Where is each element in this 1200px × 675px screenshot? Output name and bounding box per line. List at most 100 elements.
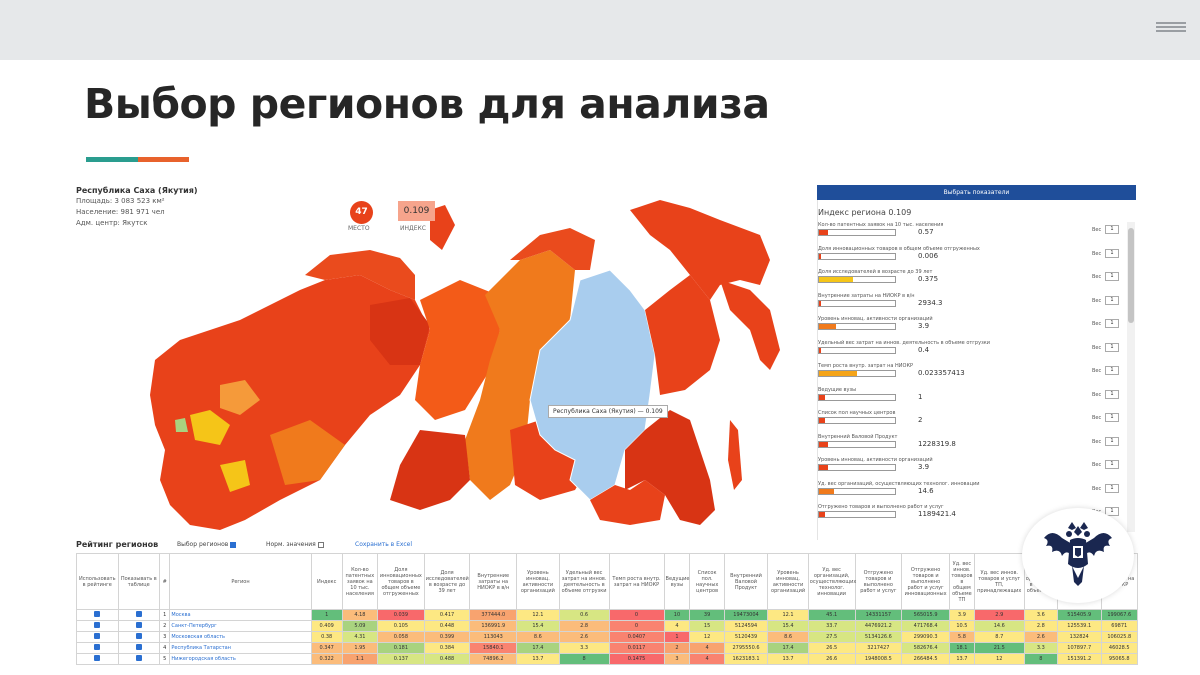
- checkbox-checked[interactable]: [135, 644, 142, 650]
- checkbox-checked[interactable]: [94, 644, 101, 650]
- map-taimyr[interactable]: [510, 228, 595, 270]
- weight-input[interactable]: 1: [1105, 413, 1119, 422]
- column-header[interactable]: Показывать в таблице: [117, 553, 161, 610]
- map-krasnoyarsk[interactable]: [465, 250, 575, 500]
- table-row[interactable]: 5 Нижегородская область 0.322 1.1 0.137 0.488…: [76, 653, 1138, 665]
- weight-input[interactable]: 1: [1105, 319, 1119, 328]
- map-regions[interactable]: [150, 200, 780, 530]
- checkbox-checked[interactable]: [94, 622, 101, 628]
- column-header[interactable]: Уд. вес иннов. товаров и услуг ТП, прина…: [973, 553, 1025, 610]
- select-indicators-button[interactable]: Выбрать показатели: [817, 185, 1136, 200]
- select-regions-option[interactable]: Выбор регионов: [177, 541, 237, 548]
- weight-input[interactable]: 1: [1105, 225, 1119, 234]
- column-header[interactable]: #: [159, 553, 171, 610]
- checkbox-checked[interactable]: [135, 611, 142, 617]
- show-in-table-cell[interactable]: [117, 631, 161, 643]
- checkbox-checked[interactable]: [135, 633, 142, 639]
- column-header[interactable]: Уд. вес организаций, осуществляющих техн…: [807, 553, 856, 610]
- hamburger-icon[interactable]: [1156, 19, 1186, 35]
- region-name-cell[interactable]: Московская область: [169, 631, 312, 643]
- map-far-east-south[interactable]: [625, 410, 715, 525]
- indicator-label: Доля инновационных товаров в общем объем…: [818, 245, 980, 252]
- weight-input[interactable]: 1: [1105, 483, 1119, 493]
- map-kamchatka[interactable]: [720, 280, 780, 370]
- weight-input[interactable]: 1: [1105, 389, 1119, 399]
- checkbox-checked[interactable]: [135, 655, 142, 661]
- table-row[interactable]: 4 Республика Татарстан 0.347 1.95 0.181 0.384…: [76, 642, 1138, 654]
- map-region-yellow-1[interactable]: [190, 410, 230, 445]
- checkbox-checked[interactable]: [94, 655, 101, 661]
- weight-input[interactable]: 1: [1105, 295, 1119, 305]
- map-amur[interactable]: [590, 480, 665, 525]
- checkbox-checked[interactable]: [94, 611, 101, 617]
- use-in-rating-cell[interactable]: [76, 642, 119, 654]
- column-header[interactable]: Внутренние затраты на НИОКР в в/н: [469, 553, 518, 610]
- map-chukotka[interactable]: [630, 200, 770, 300]
- weight-input[interactable]: 1: [1105, 248, 1119, 258]
- panel-scrollbar[interactable]: [1127, 222, 1135, 532]
- column-header[interactable]: Регион: [169, 553, 312, 610]
- map-magadan[interactable]: [645, 275, 720, 395]
- map-region-yellow-2[interactable]: [220, 460, 250, 492]
- norm-values-option[interactable]: Норм. значения: [266, 541, 324, 548]
- norm-values-checkbox[interactable]: [317, 541, 324, 548]
- map-sakhalin[interactable]: [728, 420, 742, 490]
- column-header[interactable]: Список пол. научных центров: [689, 553, 725, 610]
- table-row[interactable]: 2 Санкт-Петербург 0.409 5.09 0.105 0.448 13699…: [76, 620, 1138, 632]
- column-header[interactable]: Отгружено товаров и выполнено работ и ус…: [901, 553, 950, 610]
- region-name-cell[interactable]: Республика Татарстан: [169, 642, 312, 654]
- map-novaya-zemlya[interactable]: [430, 205, 455, 250]
- column-header[interactable]: Внутренний Валовой Продукт: [723, 553, 769, 610]
- panel-scrollbar-thumb[interactable]: [1128, 228, 1134, 323]
- map-komi[interactable]: [370, 298, 430, 365]
- column-header[interactable]: Отгружено товаров и выполнено работ и ус…: [854, 553, 903, 610]
- use-in-rating-cell[interactable]: [76, 620, 119, 632]
- map-arkhangelsk[interactable]: [305, 250, 415, 300]
- map-region-green[interactable]: [175, 418, 188, 432]
- column-header[interactable]: Уд. вес иннов. товаров в общем объеме ТП: [948, 553, 975, 610]
- value-cell: 0.1475: [608, 653, 665, 665]
- map-west-regions[interactable]: [150, 275, 430, 530]
- show-in-table-cell[interactable]: [117, 642, 161, 654]
- region-name-cell[interactable]: Москва: [169, 609, 312, 621]
- map-central-orange[interactable]: [270, 420, 345, 485]
- column-header[interactable]: Индекс: [310, 553, 343, 610]
- value-cell: 582676.4: [901, 642, 950, 654]
- map-region-orange-2[interactable]: [220, 380, 260, 415]
- table-row[interactable]: 1 Москва 1 4.18 0.039 0.417 377444.0 12.1 0.6 0 10…: [76, 609, 1138, 621]
- column-header[interactable]: Кол-во патентных заявок на 10 тыс. насел…: [341, 553, 379, 610]
- region-name-cell[interactable]: Нижегородская область: [169, 653, 312, 665]
- save-excel-link[interactable]: Сохранить в Excel: [355, 541, 412, 548]
- checkbox-checked[interactable]: [135, 622, 142, 628]
- show-in-table-cell[interactable]: [117, 620, 161, 632]
- column-header[interactable]: Темп роста внутр. затрат на НИОКР: [608, 553, 665, 610]
- weight-input[interactable]: 1: [1105, 460, 1119, 469]
- column-header[interactable]: Удельный вес затрат на иннов. деятельнос…: [558, 553, 610, 610]
- map-yakutia-selected[interactable]: [529, 269, 656, 501]
- weight-input[interactable]: 1: [1105, 342, 1119, 352]
- column-header[interactable]: Уровень инновац. активности организаций: [516, 553, 560, 610]
- column-header[interactable]: Использовать в рейтинге: [76, 553, 119, 610]
- value-cell: 2795550.6: [723, 642, 769, 654]
- weight-input[interactable]: 1: [1105, 272, 1119, 281]
- use-in-rating-cell[interactable]: [76, 609, 119, 621]
- weight-input[interactable]: 1: [1105, 436, 1119, 446]
- map-south-siberia[interactable]: [390, 430, 470, 510]
- show-in-table-cell[interactable]: [117, 609, 161, 621]
- table-row[interactable]: 3 Московская область 0.38 4.31 0.058 0.399 113…: [76, 631, 1138, 643]
- russia-map[interactable]: [70, 180, 810, 540]
- column-header[interactable]: Ведущие вузы: [663, 553, 691, 610]
- checkbox-checked[interactable]: [94, 633, 101, 639]
- region-name-cell[interactable]: Санкт-Петербург: [169, 620, 312, 632]
- weight-input[interactable]: 1: [1105, 366, 1119, 375]
- indicator-value: 1228319.8: [918, 439, 956, 448]
- column-header[interactable]: Доля инновационных товаров в общем объем…: [377, 553, 425, 610]
- show-in-table-cell[interactable]: [117, 653, 161, 665]
- use-in-rating-cell[interactable]: [76, 631, 119, 643]
- column-header[interactable]: Доля исследователей в возрасте до 39 лет: [423, 553, 471, 610]
- use-in-rating-cell[interactable]: [76, 653, 119, 665]
- column-header[interactable]: Уровень инновац. активности организаций: [767, 553, 809, 610]
- weight-input[interactable]: 1: [1105, 507, 1119, 516]
- select-regions-checkbox[interactable]: [230, 541, 237, 548]
- map-tyumen[interactable]: [415, 280, 500, 420]
